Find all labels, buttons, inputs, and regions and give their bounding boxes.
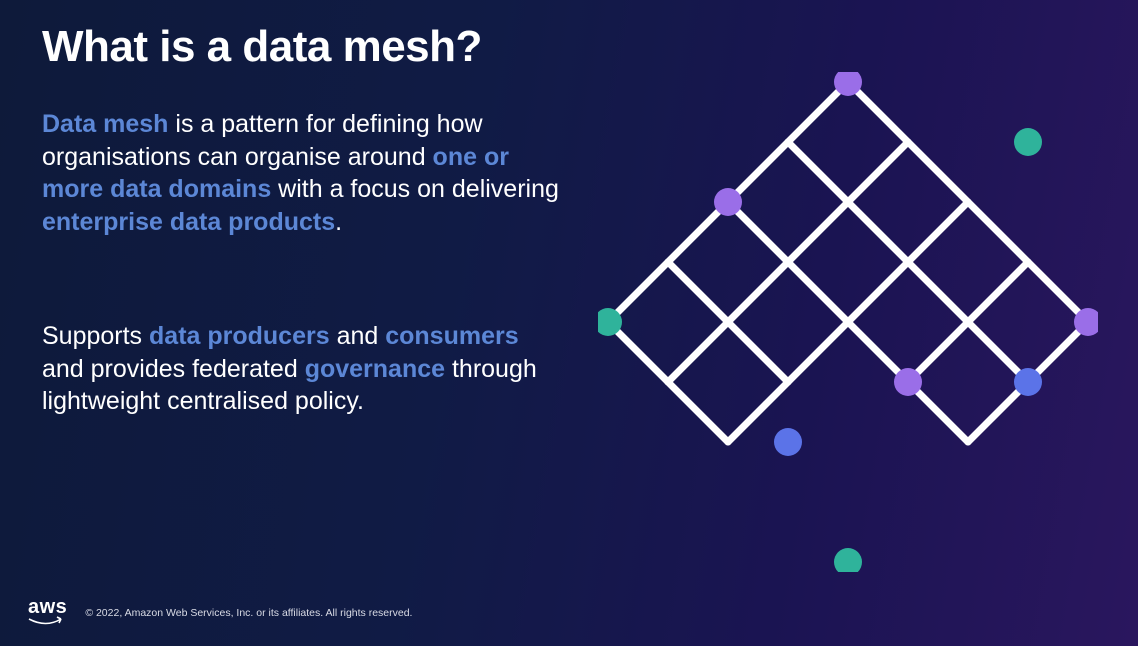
mesh-diagram <box>598 72 1098 572</box>
mesh-edge <box>788 322 848 382</box>
body-text: and <box>330 322 386 350</box>
mesh-edge <box>848 262 908 322</box>
body-text: Supports <box>42 322 149 350</box>
body-text: and provides federated <box>42 355 305 383</box>
mesh-edge <box>788 262 848 322</box>
highlight-text: consumers <box>385 322 518 350</box>
slide-root: What is a data mesh? Data mesh is a patt… <box>0 0 1138 646</box>
copyright-text: © 2022, Amazon Web Services, Inc. or its… <box>85 607 412 619</box>
mesh-node-east <box>1014 368 1042 396</box>
highlight-text: data producers <box>149 322 330 350</box>
highlight-text: Data mesh <box>42 110 168 138</box>
mesh-edge <box>728 262 788 322</box>
aws-logo-text: aws <box>28 596 67 618</box>
mesh-edge <box>908 142 968 202</box>
highlight-text: enterprise data products <box>42 208 335 236</box>
mesh-node-ne <box>1014 128 1042 156</box>
definition-paragraph: Data mesh is a pattern for defining how … <box>42 108 562 238</box>
mesh-edge <box>968 202 1028 262</box>
mesh-edge <box>728 322 788 382</box>
mesh-edge <box>968 262 1028 322</box>
mesh-edge <box>788 202 848 262</box>
mesh-node-center <box>894 368 922 396</box>
mesh-node-bottom <box>834 548 862 572</box>
mesh-edge <box>668 322 728 382</box>
mesh-edge <box>908 262 968 322</box>
mesh-node-nw-in <box>714 188 742 216</box>
mesh-edge <box>848 142 908 202</box>
mesh-edge <box>668 382 728 442</box>
mesh-edge <box>788 142 848 202</box>
slide-footer: aws © 2022, Amazon Web Services, Inc. or… <box>28 598 412 628</box>
body-text: with a focus on delivering <box>271 175 559 203</box>
body-text: . <box>335 208 342 236</box>
mesh-edge <box>848 202 908 262</box>
mesh-node-sw-in <box>774 428 802 456</box>
slide-title: What is a data mesh? <box>42 22 482 72</box>
aws-logo: aws <box>28 598 67 628</box>
highlight-text: governance <box>305 355 445 383</box>
mesh-edge <box>668 262 728 322</box>
mesh-edge <box>908 202 968 262</box>
supports-paragraph: Supports data producers and consumers an… <box>42 320 562 418</box>
